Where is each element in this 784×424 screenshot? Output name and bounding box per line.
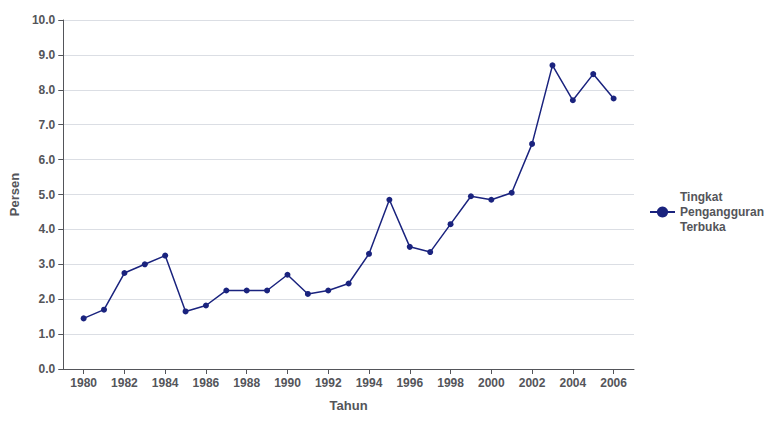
svg-text:1996: 1996 <box>396 376 423 390</box>
svg-text:2006: 2006 <box>600 376 627 390</box>
svg-text:7.0: 7.0 <box>39 118 56 132</box>
svg-text:10.0: 10.0 <box>32 13 56 27</box>
svg-text:4.0: 4.0 <box>39 222 56 236</box>
svg-text:Pengangguran: Pengangguran <box>680 205 764 219</box>
svg-text:2004: 2004 <box>559 376 586 390</box>
svg-text:2.0: 2.0 <box>39 292 56 306</box>
svg-text:1992: 1992 <box>315 376 342 390</box>
svg-text:Tingkat: Tingkat <box>680 190 722 204</box>
svg-text:6.0: 6.0 <box>39 153 56 167</box>
svg-text:Terbuka: Terbuka <box>680 220 726 234</box>
svg-text:Tahun: Tahun <box>330 398 368 413</box>
svg-text:1988: 1988 <box>233 376 260 390</box>
svg-text:1984: 1984 <box>152 376 179 390</box>
svg-text:1982: 1982 <box>111 376 138 390</box>
svg-text:1980: 1980 <box>70 376 97 390</box>
svg-text:3.0: 3.0 <box>39 257 56 271</box>
svg-text:1994: 1994 <box>356 376 383 390</box>
svg-text:Persen: Persen <box>7 173 22 216</box>
svg-text:9.0: 9.0 <box>39 48 56 62</box>
svg-text:1.0: 1.0 <box>39 327 56 341</box>
svg-text:1998: 1998 <box>437 376 464 390</box>
svg-text:1986: 1986 <box>193 376 220 390</box>
svg-text:1990: 1990 <box>274 376 301 390</box>
svg-text:0.0: 0.0 <box>39 362 56 376</box>
svg-text:8.0: 8.0 <box>39 83 56 97</box>
svg-text:2002: 2002 <box>519 376 546 390</box>
svg-text:5.0: 5.0 <box>39 188 56 202</box>
svg-text:2000: 2000 <box>478 376 505 390</box>
